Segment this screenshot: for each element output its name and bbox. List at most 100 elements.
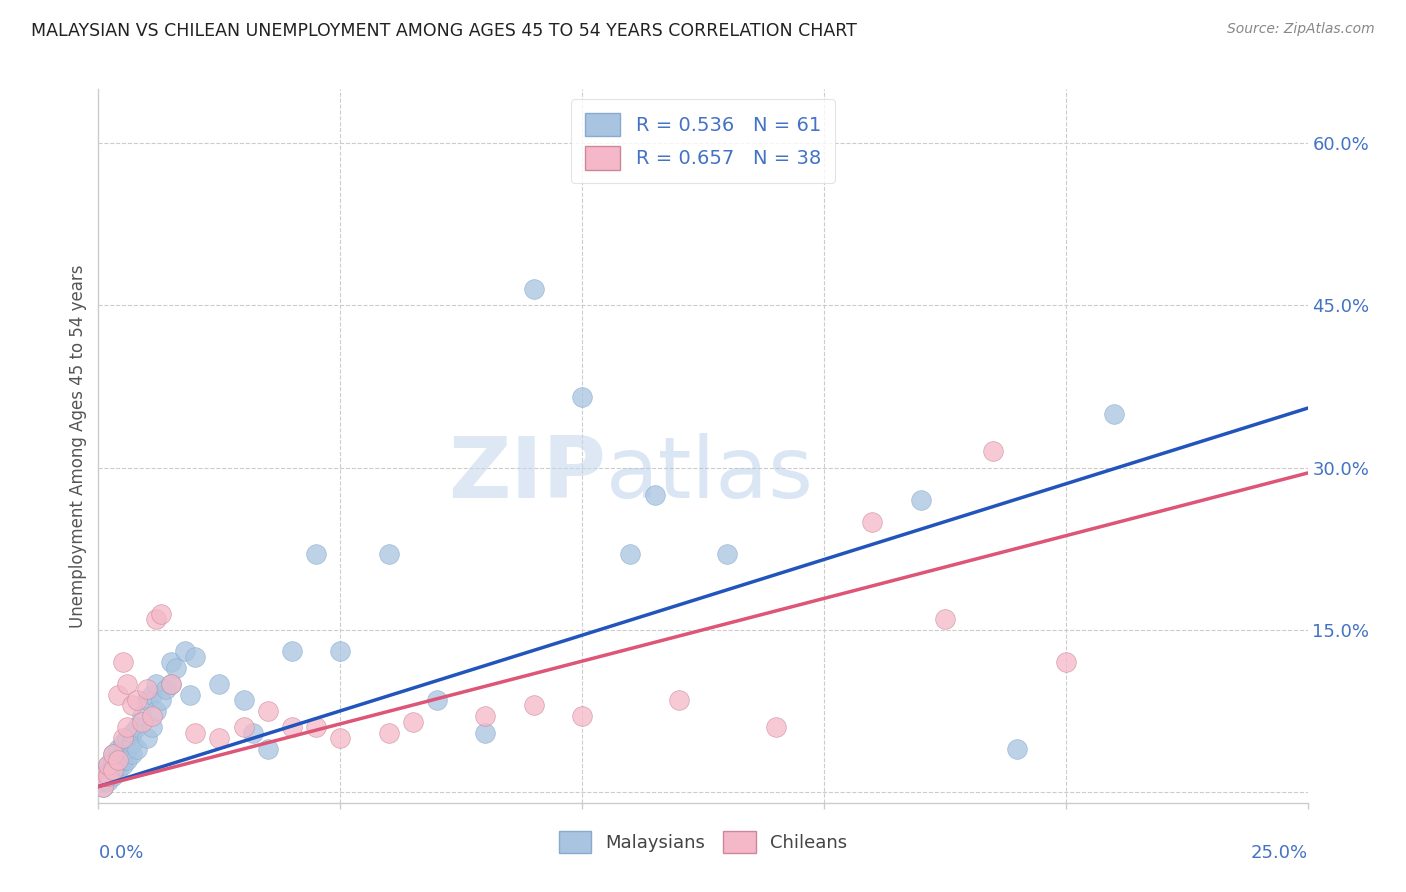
Point [97,758,120,772]
Point [135,693,157,707]
Point [101,769,124,783]
Y-axis label: Unemployment Among Ages 45 to 54 years: Unemployment Among Ages 45 to 54 years [69,264,87,628]
Point [97,758,120,772]
Point [160,655,183,669]
Point [121,725,143,739]
Point [474,709,496,723]
Point [934,612,956,626]
Point [256,704,278,718]
Point [208,731,231,745]
Point [91,769,114,783]
Point [107,758,129,772]
Text: MALAYSIAN VS CHILEAN UNEMPLOYMENT AMONG AGES 45 TO 54 YEARS CORRELATION CHART: MALAYSIAN VS CHILEAN UNEMPLOYMENT AMONG … [31,22,856,40]
Point [1102,407,1125,421]
Point [127,693,149,707]
Point [121,736,143,750]
Point [402,714,425,729]
Point [91,769,114,783]
Point [305,720,328,734]
Point [184,649,207,664]
Point [145,677,167,691]
Point [377,725,399,739]
Point [97,774,120,789]
Point [668,693,690,707]
Point [145,612,167,626]
Text: Source: ZipAtlas.com: Source: ZipAtlas.com [1227,22,1375,37]
Point [127,720,149,734]
Point [155,682,177,697]
Point [111,758,134,772]
Point [91,780,114,794]
Point [474,725,496,739]
Point [117,731,139,745]
Point [910,493,932,508]
Point [121,747,143,761]
Point [860,515,883,529]
Point [523,698,546,713]
Point [107,764,129,778]
Point [91,774,114,789]
Legend: Malaysians, Chileans: Malaysians, Chileans [551,824,855,861]
Point [117,741,139,756]
Point [160,677,183,691]
Point [150,607,173,621]
Point [281,720,304,734]
Point [242,725,264,739]
Point [1007,741,1029,756]
Point [141,709,163,723]
Point [981,444,1004,458]
Point [179,688,201,702]
Point [1054,655,1077,669]
Point [426,693,449,707]
Point [117,720,139,734]
Point [101,764,124,778]
Point [131,709,153,723]
Point [111,731,134,745]
Point [256,741,278,756]
Point [101,747,124,761]
Point [111,753,134,767]
Text: atlas: atlas [606,433,814,516]
Point [571,709,593,723]
Legend: R = 0.536   N = 61, R = 0.657   N = 38: R = 0.536 N = 61, R = 0.657 N = 38 [571,99,835,184]
Point [121,698,143,713]
Point [716,547,738,561]
Point [141,720,163,734]
Point [305,547,328,561]
Point [101,764,124,778]
Point [165,660,187,674]
Point [91,780,114,794]
Point [135,731,157,745]
Point [208,677,231,691]
Point [232,720,254,734]
Point [377,547,399,561]
Text: ZIP: ZIP [449,433,606,516]
Point [571,390,593,404]
Point [619,547,641,561]
Point [141,688,163,702]
Text: 0.0%: 0.0% [98,845,143,863]
Point [97,769,120,783]
Point [117,753,139,767]
Point [150,693,173,707]
Point [523,282,546,296]
Point [329,731,352,745]
Point [329,644,352,658]
Point [281,644,304,658]
Point [145,704,167,718]
Point [107,753,129,767]
Point [644,488,666,502]
Point [117,677,139,691]
Point [174,644,197,658]
Point [765,720,787,734]
Point [101,758,124,772]
Point [97,764,120,778]
Point [107,753,129,767]
Point [101,747,124,761]
Point [131,714,153,729]
Point [160,677,183,691]
Point [97,769,120,783]
Point [111,655,134,669]
Point [184,725,207,739]
Point [127,741,149,756]
